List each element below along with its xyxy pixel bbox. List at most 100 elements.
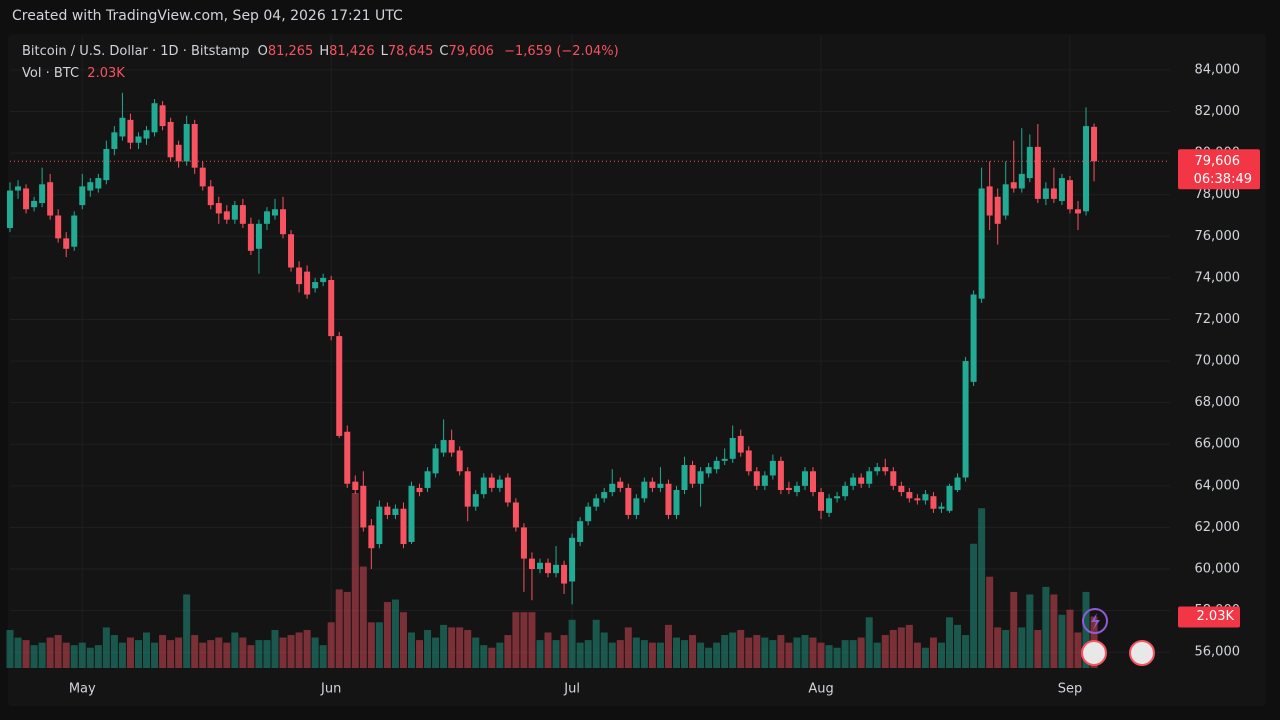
candle-body — [263, 211, 270, 224]
volume-bar — [681, 640, 689, 668]
candle-body — [352, 481, 359, 490]
candle-body — [512, 502, 519, 528]
ohlc-value: 79,606 — [448, 44, 494, 59]
volume-bar — [865, 617, 873, 668]
candle-body — [705, 467, 712, 474]
volume-label-box — [1178, 606, 1240, 628]
volume-bar — [833, 647, 841, 668]
candle-body — [488, 477, 495, 488]
watermark: Created with TradingView.com, Sep 04, 20… — [12, 8, 403, 24]
volume-bar — [488, 647, 496, 668]
candle-body — [199, 167, 206, 187]
volume-bar — [207, 640, 215, 668]
candle-body — [633, 498, 640, 515]
chart-pane — [8, 34, 1266, 706]
volume-bar — [1002, 629, 1010, 668]
y-tick-label: 70,000 — [1195, 354, 1241, 369]
candle-body — [818, 492, 825, 511]
volume-bar — [255, 640, 263, 668]
candle-body — [271, 209, 278, 216]
volume-bar — [504, 635, 512, 668]
flag-icon[interactable] — [1081, 640, 1107, 666]
candle-body — [826, 498, 833, 513]
candle-body — [31, 200, 38, 208]
y-tick-label: 62,000 — [1195, 520, 1241, 535]
event-icon[interactable] — [1082, 608, 1108, 634]
volume-bar — [54, 635, 62, 668]
candle-body — [649, 481, 656, 488]
candle-body — [593, 498, 600, 507]
x-tick-label: Jul — [563, 682, 580, 697]
candle-body — [801, 471, 808, 486]
candle-body — [1083, 126, 1090, 212]
ohlc-key: H — [319, 44, 330, 59]
volume-bar — [279, 637, 287, 668]
candle-body — [577, 521, 584, 542]
volume-bar — [994, 627, 1002, 668]
volume-bar — [913, 642, 921, 668]
volume-bar — [664, 624, 672, 668]
ohlc-value: 81,265 — [267, 44, 314, 59]
volume-bar — [929, 637, 937, 668]
volume-bar — [223, 642, 231, 668]
volume-bar — [632, 637, 640, 668]
volume-bar — [801, 635, 809, 668]
volume-bar — [1050, 594, 1058, 668]
candle-body — [47, 182, 54, 216]
volume-bar — [769, 640, 777, 668]
volume-bar — [472, 637, 480, 668]
volume-bar — [151, 642, 159, 668]
candle-body — [850, 477, 857, 486]
volume-bar — [889, 629, 897, 668]
volume-bar — [745, 637, 753, 668]
candle-body — [55, 215, 62, 239]
candle-body — [1042, 188, 1049, 199]
candle-body — [119, 117, 126, 137]
candle-body — [15, 186, 22, 191]
volume-bar — [303, 629, 311, 668]
candle-body — [697, 471, 704, 484]
volume-bar — [126, 637, 134, 668]
candle-body — [882, 467, 889, 472]
candle-body — [657, 483, 664, 488]
volume-bar — [793, 637, 801, 668]
candle-body — [729, 438, 736, 459]
candle-body — [1034, 146, 1041, 199]
volume-bar — [881, 635, 889, 668]
candle-body — [922, 494, 929, 501]
volume-bar — [432, 637, 440, 668]
candle-body — [143, 130, 150, 139]
candle-body — [721, 458, 728, 461]
candle-body — [753, 471, 760, 486]
volume-bar — [713, 642, 721, 668]
volume-bar — [1026, 594, 1034, 668]
ohlc-value: 78,645 — [387, 44, 434, 59]
flag-icon[interactable] — [1129, 640, 1155, 666]
volume-bar — [183, 594, 191, 668]
volume-bar — [737, 629, 745, 668]
volume-bar — [986, 576, 994, 668]
candle-body — [288, 234, 295, 268]
volume-bar — [440, 624, 448, 668]
volume-bar — [552, 640, 560, 668]
volume-bar — [946, 617, 954, 668]
last-price-label: 79,606 — [1195, 154, 1241, 169]
volume-bar — [600, 632, 608, 668]
volume-bar — [319, 645, 327, 668]
volume-bar — [343, 591, 351, 668]
candle-body — [223, 211, 230, 220]
candle-body — [1058, 178, 1065, 201]
y-tick-label: 76,000 — [1195, 229, 1241, 244]
candle-body — [1091, 126, 1098, 162]
volume-bar — [335, 589, 343, 668]
candle-body — [914, 498, 921, 501]
candle-body — [296, 267, 303, 285]
candle-body — [1010, 182, 1017, 189]
candle-body — [432, 448, 439, 474]
volume-bar — [78, 642, 86, 668]
last-price-box — [1178, 149, 1260, 190]
volume-bar — [761, 637, 769, 668]
candle-body — [95, 178, 102, 189]
volume-bar — [134, 640, 142, 668]
volume-bar — [480, 645, 488, 668]
